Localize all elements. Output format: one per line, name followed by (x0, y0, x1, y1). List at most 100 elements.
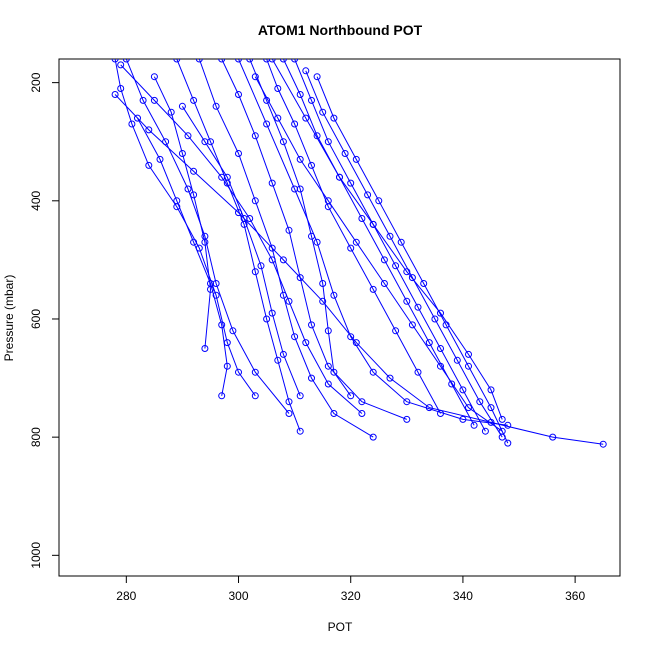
data-point (195, 59, 203, 63)
data-point (420, 280, 428, 287)
series-18 (134, 114, 231, 400)
series-line (120, 64, 363, 414)
data-point (285, 226, 293, 234)
data-point (263, 315, 271, 323)
data-point (212, 102, 220, 110)
data-point (285, 297, 293, 305)
y-tick-label: 200 (29, 72, 43, 92)
data-point (324, 138, 332, 146)
data-point (347, 244, 355, 252)
data-point (324, 327, 332, 335)
series-3 (150, 73, 214, 352)
data-point (319, 108, 327, 116)
data-point (324, 380, 332, 388)
data-point (235, 150, 242, 157)
data-point (190, 167, 198, 175)
data-point (403, 415, 411, 423)
data-point (268, 309, 276, 317)
x-tick-label: 340 (453, 589, 473, 603)
data-point (291, 185, 299, 193)
data-point (279, 256, 287, 264)
series-6 (218, 59, 411, 423)
data-point (369, 285, 377, 293)
data-point (358, 398, 366, 406)
data-point (274, 356, 282, 364)
data-point (178, 150, 186, 157)
series-5 (195, 59, 377, 441)
data-point (319, 280, 327, 287)
data-point (465, 350, 472, 358)
data-point (190, 191, 198, 199)
series-line (254, 76, 503, 432)
data-point (347, 333, 355, 341)
data-point (549, 433, 557, 441)
data-point (437, 345, 444, 352)
data-point (431, 315, 439, 323)
data-point (167, 108, 175, 116)
data-point (487, 386, 495, 394)
series-17 (178, 102, 304, 400)
series-16 (117, 61, 366, 417)
data-point (470, 421, 478, 429)
data-point (145, 126, 153, 134)
data-point (336, 173, 343, 181)
data-point (162, 138, 170, 146)
plot-area (111, 59, 607, 448)
data-point (459, 415, 467, 423)
data-point (324, 362, 332, 370)
data-point (330, 114, 338, 122)
data-point (268, 179, 276, 187)
x-tick-label: 360 (565, 589, 585, 603)
data-point (285, 410, 293, 417)
data-point (498, 415, 506, 423)
x-tick-label: 320 (341, 589, 361, 603)
y-tick-label: 400 (29, 190, 43, 210)
data-point (263, 120, 271, 128)
data-point (134, 114, 141, 122)
data-point (465, 404, 472, 412)
data-point (403, 297, 411, 305)
data-point (302, 67, 310, 75)
data-point (437, 309, 444, 317)
data-point (117, 61, 125, 69)
data-point (375, 197, 383, 205)
series-2 (122, 59, 293, 417)
data-point (173, 59, 181, 63)
x-tick-label: 280 (116, 589, 136, 603)
data-point (380, 256, 388, 264)
data-point (397, 238, 405, 246)
data-point (302, 339, 310, 347)
data-point (279, 138, 287, 146)
data-point (425, 404, 433, 412)
data-point (218, 59, 226, 63)
data-point (246, 59, 254, 63)
data-point (268, 256, 276, 264)
data-point (111, 59, 119, 63)
y-tick-label: 1000 (29, 542, 43, 569)
data-point (263, 59, 271, 63)
data-point (364, 191, 372, 199)
data-point (268, 244, 276, 252)
data-point (128, 120, 136, 128)
data-point (296, 427, 304, 435)
series-line (305, 70, 503, 438)
data-point (291, 59, 299, 63)
data-point (201, 138, 209, 146)
data-point (251, 73, 259, 81)
series-9 (279, 59, 478, 429)
data-point (251, 392, 259, 400)
data-point (251, 132, 259, 140)
data-point (212, 291, 220, 299)
data-point (223, 173, 231, 181)
y-tick-label: 600 (29, 309, 43, 329)
data-point (122, 59, 130, 63)
data-point (229, 327, 237, 335)
series-line (294, 59, 486, 432)
data-point (235, 59, 242, 63)
data-point (178, 102, 186, 110)
data-point (414, 368, 422, 376)
data-point (240, 215, 248, 222)
series-15 (111, 91, 607, 448)
data-point (386, 374, 394, 382)
